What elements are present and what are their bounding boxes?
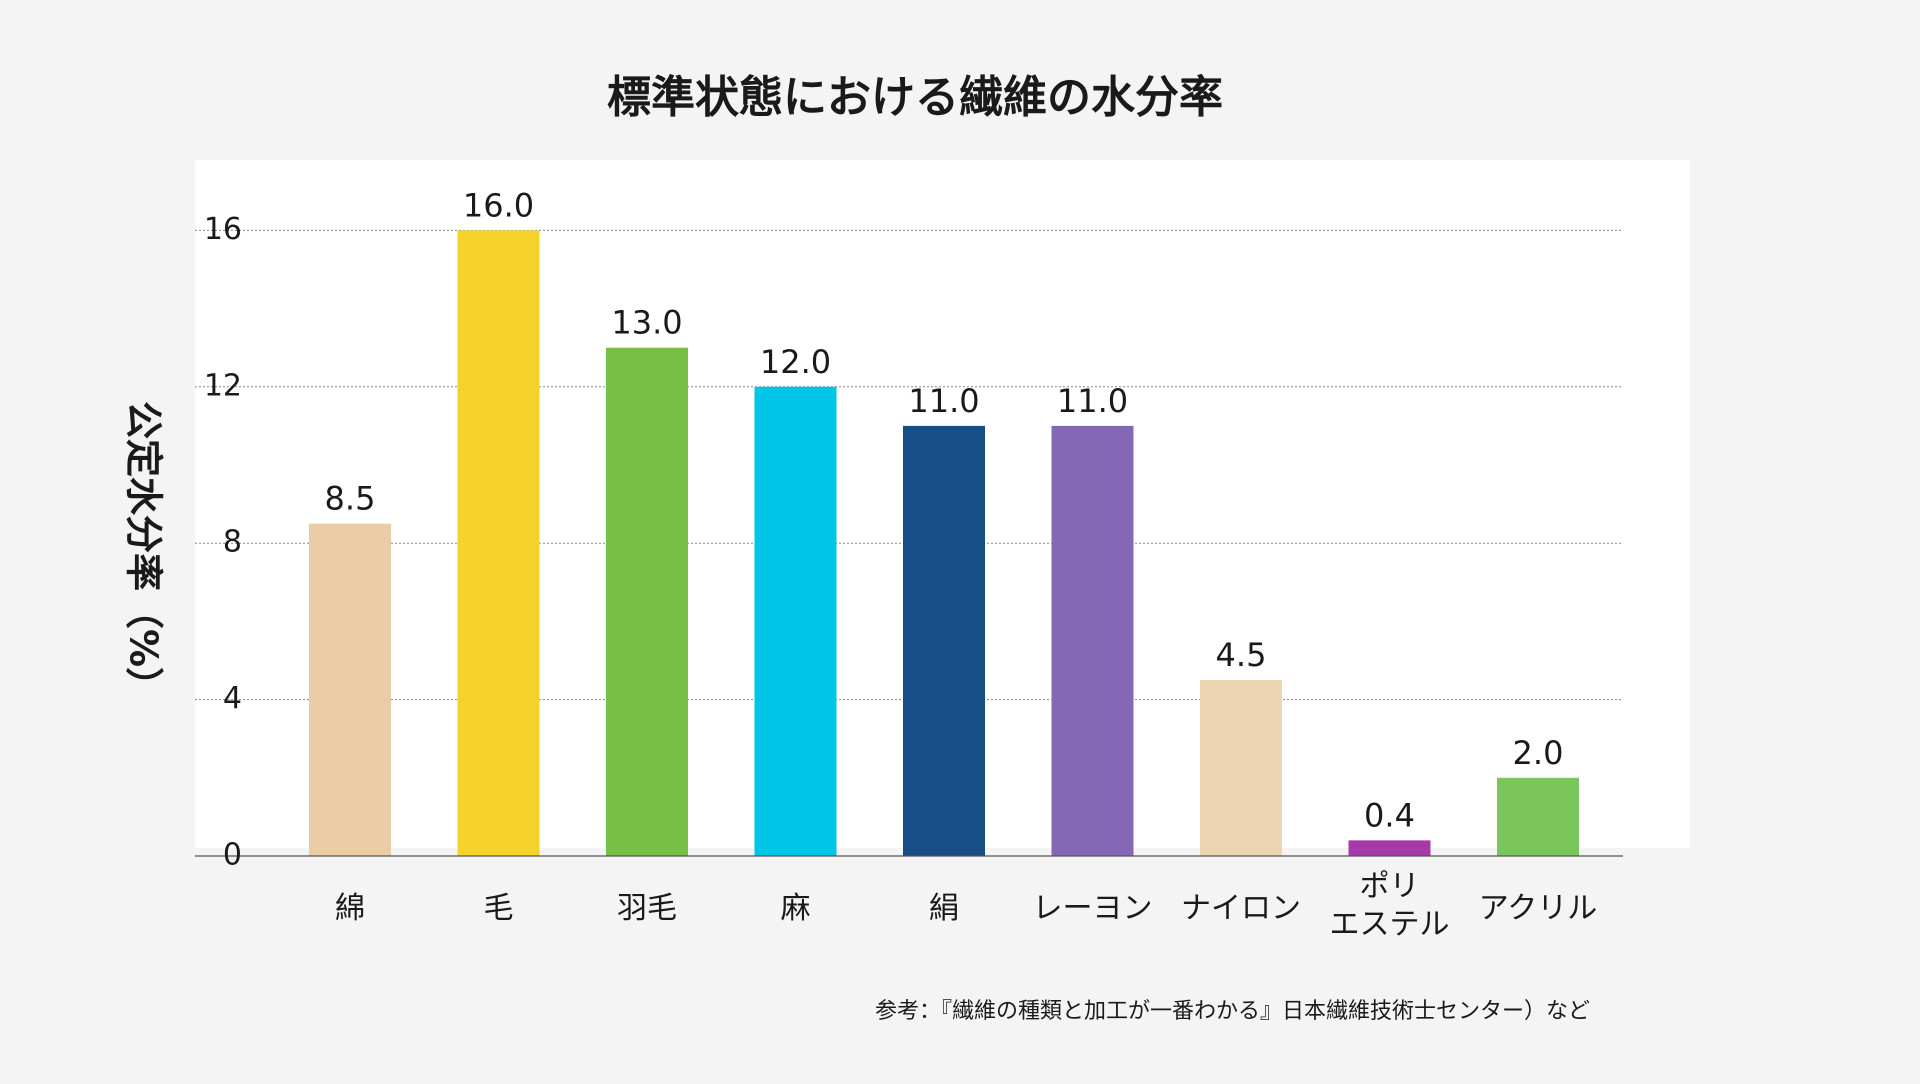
data-label: 12.0 — [760, 343, 831, 381]
x-tick-label: アクリル — [1479, 891, 1598, 926]
x-tick-label: 麻 — [781, 891, 811, 926]
y-tick-label: 4 — [223, 681, 242, 716]
y-tick-label: 12 — [204, 368, 242, 403]
bars — [309, 230, 1579, 856]
y-axis-title: 公定水分率（%） — [122, 401, 166, 705]
x-tick-label: 綿 — [335, 891, 365, 926]
x-tick-label: 毛 — [484, 891, 514, 926]
x-tick-label: ポリエステル — [1330, 869, 1450, 942]
data-labels: 8.5 16.0 13.0 12.0 11.0 11.0 4.5 0.4 2.0 — [325, 186, 1564, 834]
bar — [309, 523, 391, 856]
bar — [1200, 680, 1282, 856]
bar — [754, 386, 837, 856]
y-tick-label: 0 — [223, 838, 242, 873]
y-tick-label: 8 — [223, 525, 242, 560]
x-tick-label: 絹 — [929, 891, 959, 926]
bar — [1051, 425, 1134, 856]
y-tick-label: 16 — [204, 212, 242, 247]
data-label: 13.0 — [611, 304, 682, 342]
bar — [1497, 777, 1579, 856]
data-label: 0.4 — [1364, 796, 1415, 834]
data-label: 11.0 — [1057, 382, 1128, 420]
data-label: 2.0 — [1513, 734, 1564, 772]
data-label: 16.0 — [463, 186, 534, 224]
data-label: 8.5 — [325, 480, 376, 518]
x-tick-label: 羽毛 — [617, 891, 677, 926]
bar — [457, 230, 540, 856]
data-label: 4.5 — [1216, 636, 1267, 674]
bar — [606, 347, 688, 856]
source-note: 参考：『繊維の種類と加工が一番わかる』日本繊維技術士センター）など — [875, 999, 1590, 1024]
x-tick-label: レーヨン — [1033, 891, 1153, 926]
chart-title: 標準状態における繊維の水分率 — [607, 72, 1223, 123]
bar — [1348, 840, 1431, 856]
data-label: 11.0 — [908, 382, 979, 420]
y-axis-label: 公定水分率（%） — [122, 401, 166, 705]
bar — [903, 425, 985, 856]
x-tick-label: ナイロン — [1181, 891, 1301, 926]
y-tick-labels: 0 4 8 12 16 — [204, 212, 242, 873]
